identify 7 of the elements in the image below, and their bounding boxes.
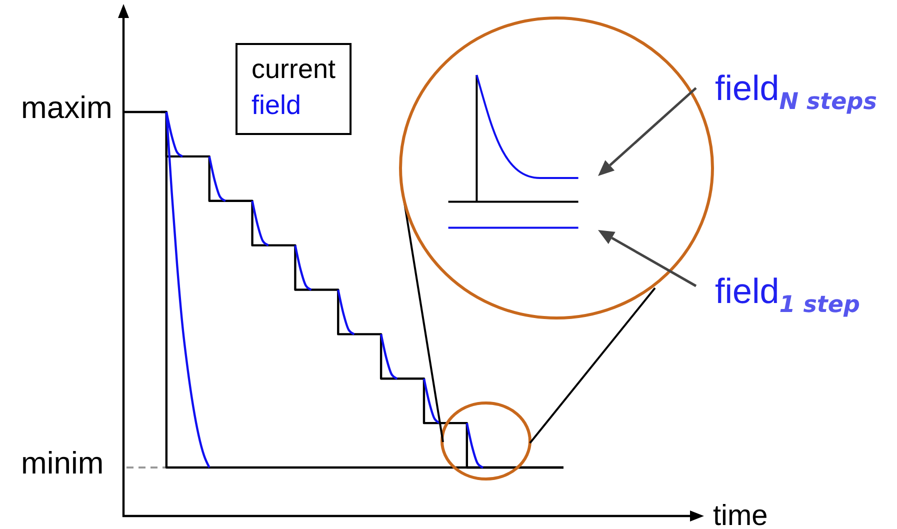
text: time (713, 500, 768, 529)
ref-line-label: minim (21, 446, 104, 481)
text: field$_{N steps}$ (715, 69, 877, 115)
text: maxim (21, 90, 112, 125)
text: current (252, 54, 336, 84)
text: field$_{1 step}$ (715, 272, 860, 318)
text: field (252, 90, 302, 120)
